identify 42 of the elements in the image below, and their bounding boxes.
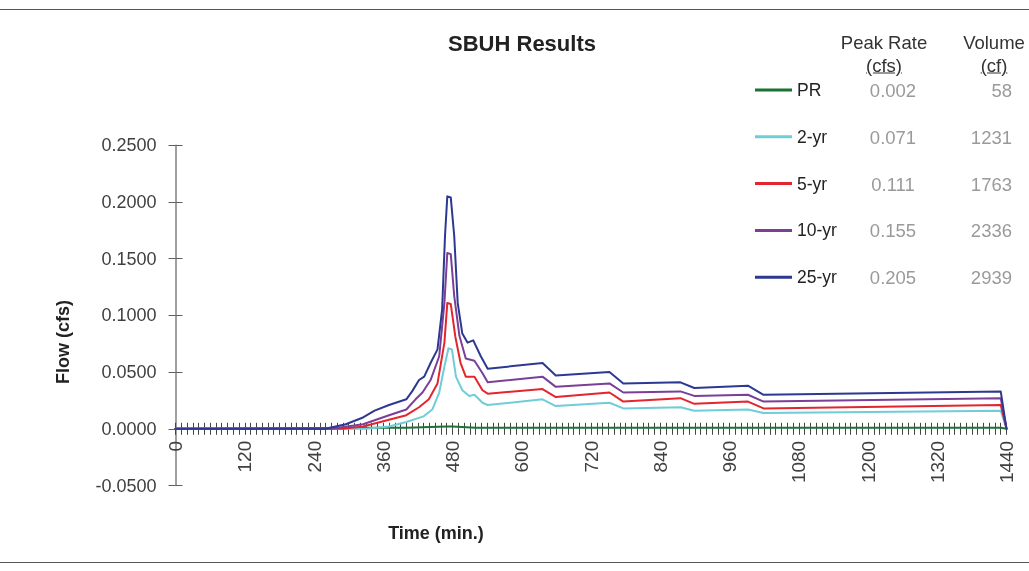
y-tick-label: 0.0000 — [101, 418, 157, 439]
x-tick-label: 720 — [580, 440, 602, 473]
annotation: 1763 — [970, 173, 1012, 195]
text: 0.002 — [869, 79, 917, 101]
y-tick-label: 0.1000 — [101, 305, 157, 326]
annotation: 2939 — [970, 266, 1012, 288]
x-tick-label: 840 — [649, 440, 671, 473]
legend-label: 5-yr — [797, 173, 828, 194]
x-tick-label: 1200 — [857, 440, 879, 484]
y-tick-label: 0.0500 — [101, 362, 157, 383]
x-tick-label: 360 — [372, 440, 394, 473]
legend-label: 10-yr — [797, 220, 838, 241]
x-tick-label: 1440 — [996, 440, 1017, 484]
legend-label: 2-yr — [797, 126, 828, 147]
x-tick-label: 240 — [303, 440, 325, 473]
annotation: 0.205 — [869, 266, 917, 288]
y-tick-label: 0.2500 — [101, 135, 157, 156]
x-tick-label: 960 — [719, 440, 740, 473]
y-tick-label: 0.1500 — [101, 248, 157, 269]
text: Peak Rate — [840, 31, 928, 53]
annotation: 1231 — [970, 126, 1012, 148]
y-tick-label: -0.0500 — [95, 475, 157, 496]
legend-label: 25-yr — [797, 267, 838, 288]
x-tick-label: 120 — [234, 440, 256, 473]
x-tick-label: 480 — [442, 440, 463, 473]
x-tick-label: 1320 — [926, 440, 948, 484]
x-tick-label: 1080 — [788, 440, 810, 484]
annotation: 0.111 — [871, 173, 915, 195]
chart-title: SBUH Results — [448, 30, 596, 56]
y-axis-title: Flow (cfs) — [53, 300, 73, 384]
text: 58 — [991, 79, 1012, 101]
annotation: 2336 — [970, 219, 1012, 241]
legend-label: PR — [797, 80, 822, 100]
text: (cf) — [980, 54, 1008, 76]
x-tick-label: 600 — [511, 440, 533, 473]
annotation: 0.071 — [869, 126, 917, 148]
annotation: 0.155 — [869, 219, 917, 241]
text: (cfs) — [866, 54, 902, 76]
text: Volume — [963, 31, 1025, 53]
y-tick-label: 0.2000 — [101, 192, 157, 212]
x-tick-label: 0 — [165, 440, 186, 452]
x-axis-title: Time (min.) — [388, 523, 484, 543]
